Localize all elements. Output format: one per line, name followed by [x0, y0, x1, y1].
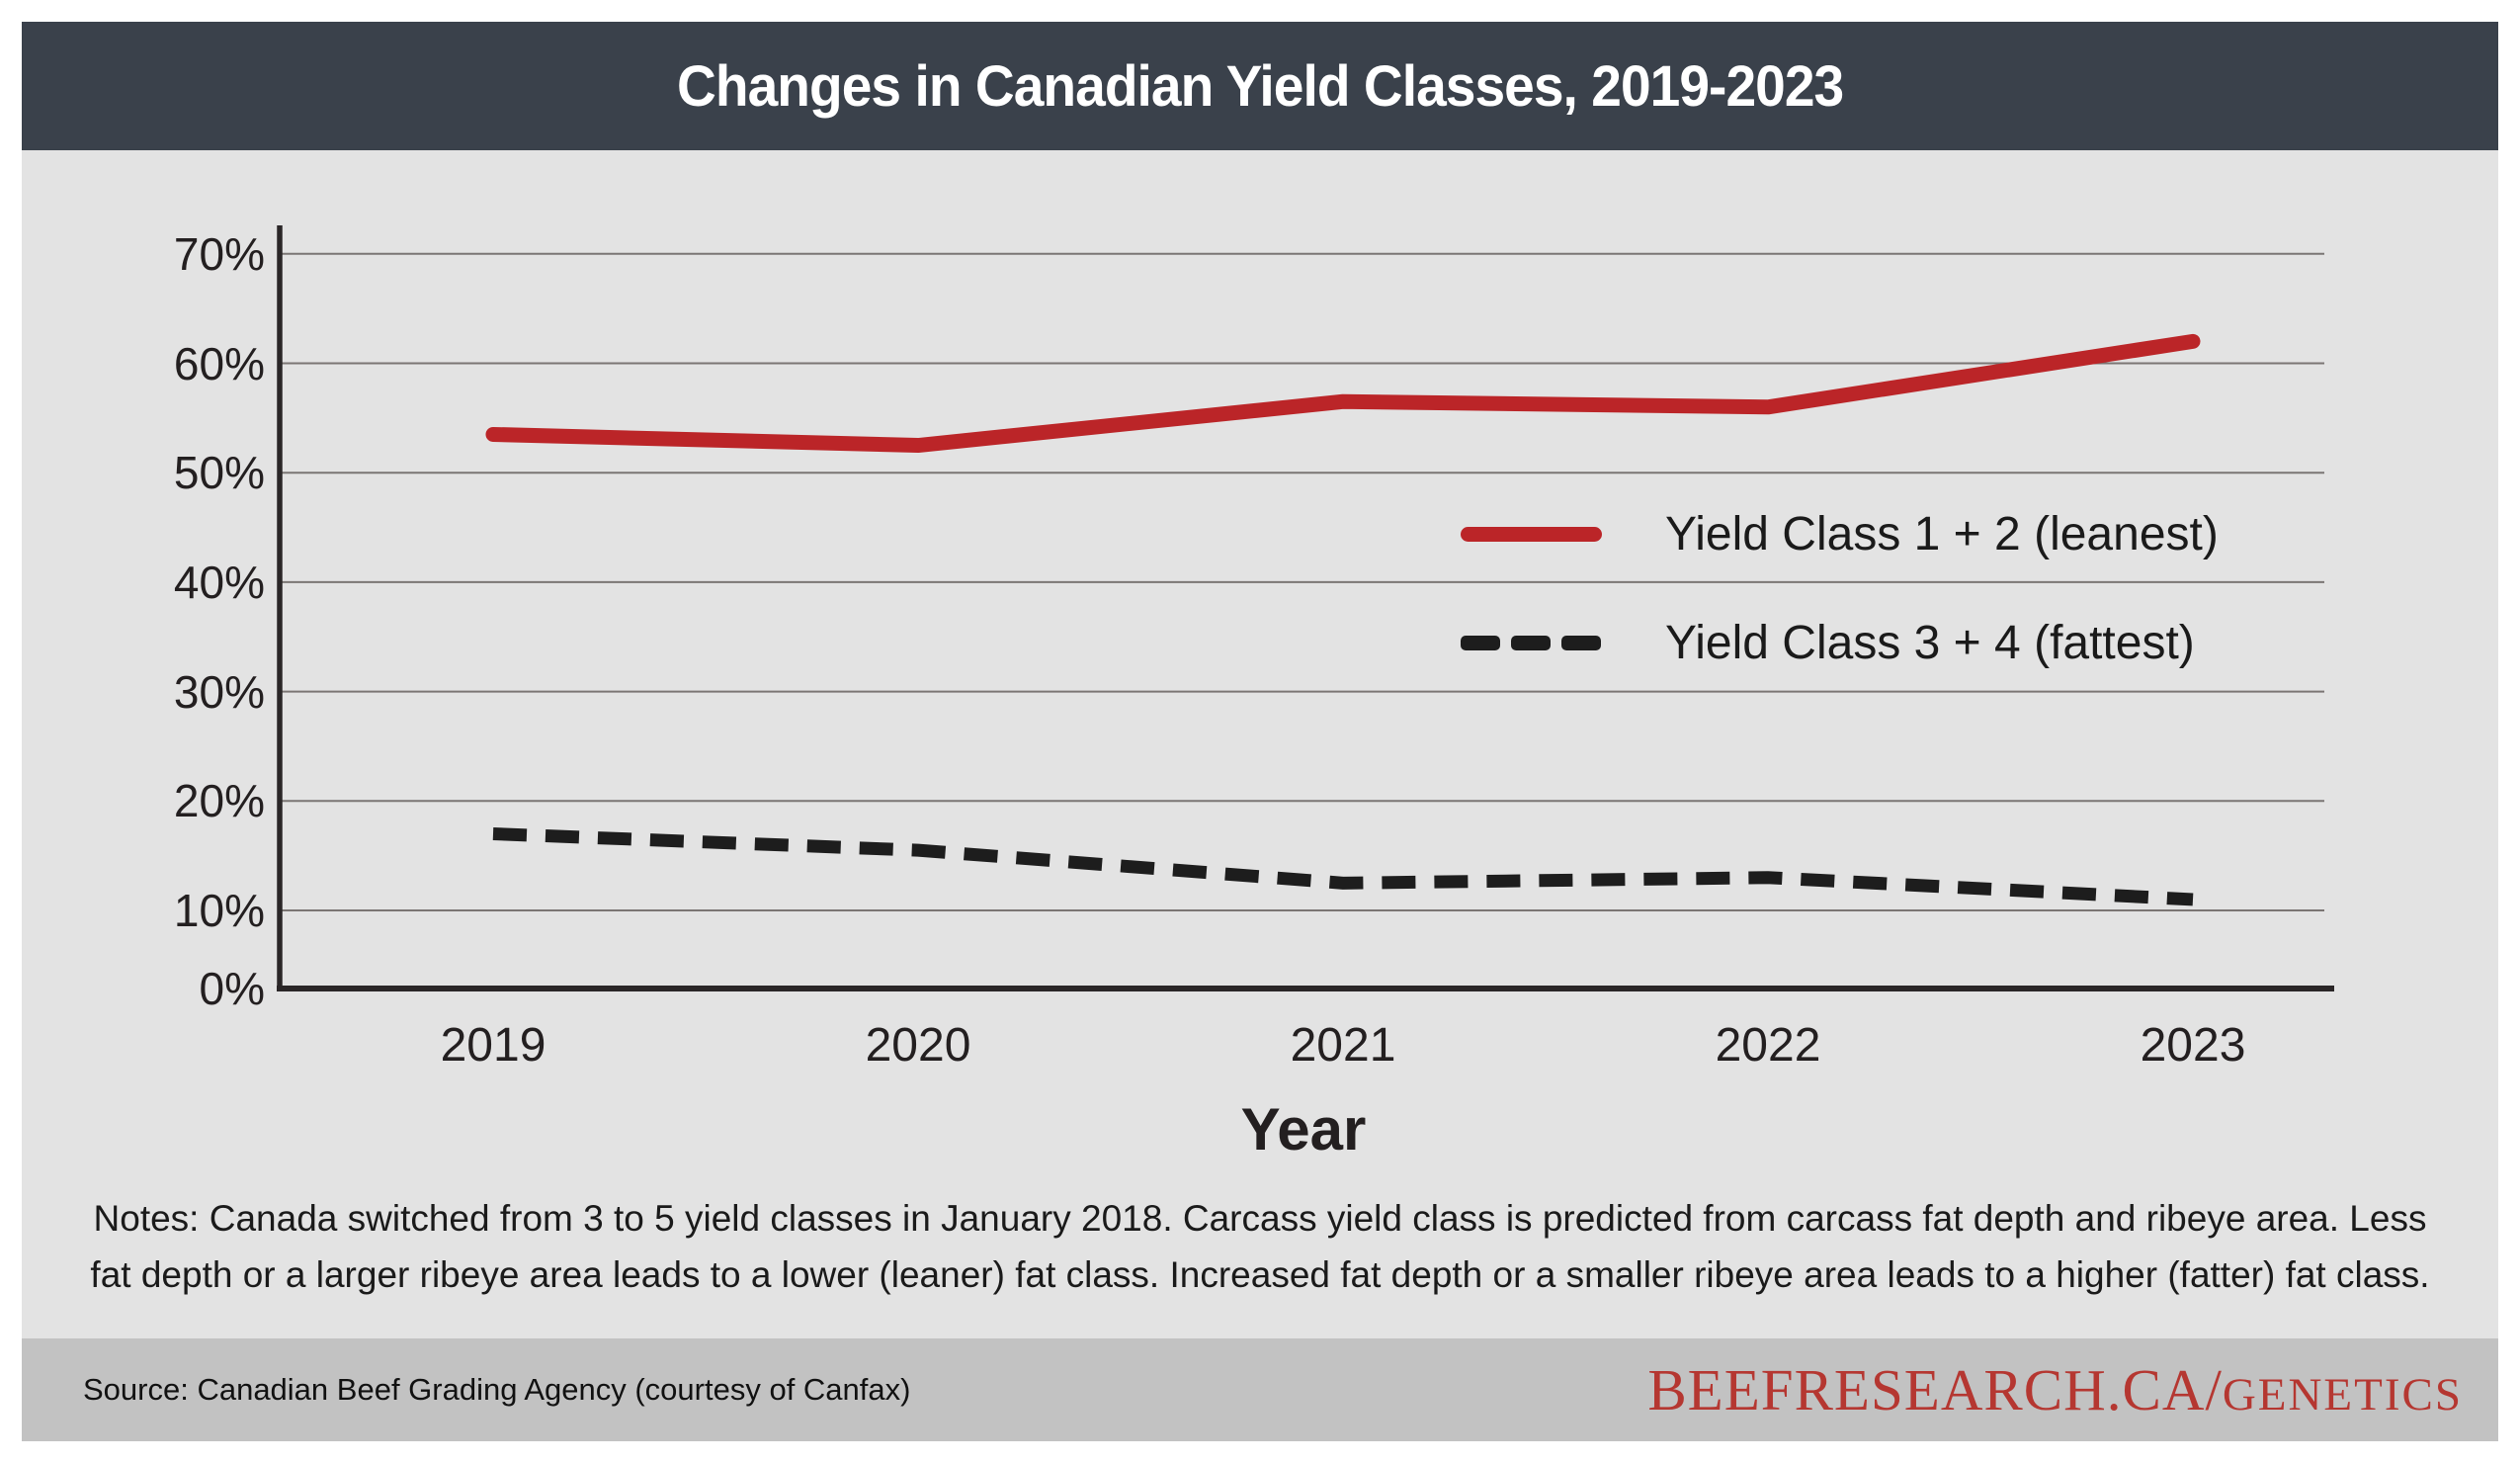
- title-bar: Changes in Canadian Yield Classes, 2019-…: [22, 22, 2498, 150]
- brand-main-text: BEEFRESEARCH.CA/: [1647, 1357, 2223, 1422]
- source-text: Source: Canadian Beef Grading Agency (co…: [83, 1372, 911, 1407]
- legend-dash-segment: [1461, 635, 1500, 650]
- x-axis-tick-2021: 2021: [1290, 1019, 1396, 1072]
- x-axis-tick-2019: 2019: [440, 1019, 546, 1072]
- chart-notes: Notes: Canada switched from 3 to 5 yield…: [22, 1190, 2498, 1303]
- legend-solid-bar: [1461, 526, 1602, 542]
- footer-band: [22, 1338, 2498, 1441]
- x-axis-tick-2023: 2023: [2140, 1019, 2246, 1072]
- y-axis-tick-70pct: 70%: [173, 227, 265, 280]
- legend-dash-segment: [1561, 635, 1601, 650]
- y-axis-tick-10pct: 10%: [173, 885, 265, 936]
- legend-label-1: Yield Class 1 + 2 (leanest): [1665, 507, 2219, 560]
- y-axis-tick-30pct: 30%: [173, 665, 265, 718]
- brand-logo: BEEFRESEARCH.CA/GENETICS: [1647, 1356, 2463, 1424]
- y-axis-tick-60pct: 60%: [173, 337, 265, 389]
- series-line-dashed: [492, 827, 2194, 906]
- x-axis-title: Year: [1240, 1096, 1367, 1162]
- chart-title: Changes in Canadian Yield Classes, 2019-…: [676, 53, 1844, 119]
- brand-sub-text: GENETICS: [2222, 1369, 2463, 1420]
- x-axis-tick-2022: 2022: [1715, 1019, 1821, 1072]
- legend-label-2: Yield Class 3 + 4 (fattest): [1665, 616, 2195, 669]
- notes-line-2: fat depth or a larger ribeye area leads …: [90, 1254, 2430, 1295]
- legend-line-dashed-icon: [1461, 635, 1602, 650]
- y-axis-tick-20pct: 20%: [173, 775, 265, 827]
- legend-item-1: Yield Class 1 + 2 (leanest): [1461, 502, 2219, 565]
- line-chart-plot: [277, 225, 2334, 991]
- x-axis-tick-2020: 2020: [865, 1019, 971, 1072]
- chart-area-background: [22, 150, 2498, 1338]
- notes-line-1: Notes: Canada switched from 3 to 5 yield…: [93, 1198, 2427, 1239]
- legend-item-2: Yield Class 3 + 4 (fattest): [1461, 611, 2195, 674]
- y-axis-tick-0pct: 0%: [199, 963, 265, 1014]
- y-axis-tick-40pct: 40%: [173, 556, 265, 608]
- legend-line-solid-icon: [1461, 526, 1602, 542]
- series-line-solid: [485, 333, 2201, 454]
- y-axis-tick-50pct: 50%: [173, 447, 265, 499]
- legend-dash-segment: [1511, 635, 1551, 650]
